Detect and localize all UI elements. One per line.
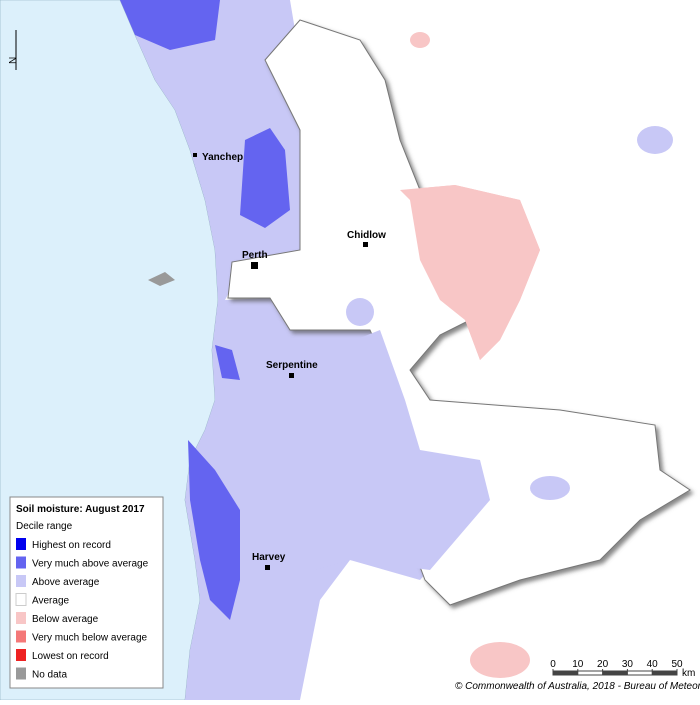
legend-swatch: [16, 649, 26, 661]
place-label: Yanchep: [202, 152, 243, 163]
places: Yanchep Chidlow Perth Serpentine Harvey: [193, 152, 386, 570]
place-marker: [265, 565, 270, 570]
above-average-area: [530, 476, 570, 500]
scale-tick-label: 10: [572, 659, 584, 670]
legend-swatch: [15, 593, 27, 606]
place-label: Perth: [242, 250, 268, 261]
legend-swatch: [16, 667, 26, 680]
scale-tick-label: 20: [597, 659, 609, 670]
scale-tick-label: 0: [550, 659, 556, 670]
legend-subtitle: Decile range: [16, 521, 73, 532]
legend-swatch: [16, 575, 26, 587]
place-label: Harvey: [252, 552, 286, 563]
legend-label: Highest on record: [32, 540, 111, 551]
scale-unit: km: [682, 668, 695, 679]
legend-label: Lowest on record: [32, 651, 109, 662]
copyright: © Commonwealth of Australia, 2018 - Bure…: [455, 681, 700, 692]
above-average-area: [637, 126, 673, 154]
legend-label: Below average: [32, 614, 99, 625]
legend-label: Above average: [32, 577, 100, 588]
place-marker: [251, 262, 258, 269]
scale-tick-label: 40: [647, 659, 659, 670]
legend-swatch: [16, 630, 26, 643]
below-average-area: [400, 185, 540, 360]
legend-title: Soil moisture: August 2017: [16, 504, 145, 515]
legend: Soil moisture: August 2017 Decile range …: [9, 496, 164, 689]
above-average-area: [300, 330, 490, 570]
place-label: Chidlow: [347, 230, 386, 241]
below-average-area: [410, 32, 430, 48]
legend-label: No data: [32, 670, 67, 681]
scale-bar-segment: [652, 671, 677, 675]
very-much-above-average-area: [120, 0, 290, 620]
scale-bar-segment: [553, 671, 578, 675]
legend-box: [9, 496, 164, 689]
legend-swatch: [16, 556, 26, 569]
place-marker: [363, 242, 368, 247]
legend-swatch: [16, 612, 26, 624]
legend-label: Very much above average: [32, 559, 149, 570]
legend-label: Very much below average: [32, 633, 148, 644]
above-average-area: [346, 298, 374, 326]
legend-swatch: [16, 538, 26, 550]
place-marker: [289, 373, 294, 378]
below-average-area: [470, 642, 530, 678]
scale-tick-label: 30: [622, 659, 634, 670]
place-label: Serpentine: [266, 360, 318, 371]
scale-tick-label: 50: [671, 659, 683, 670]
legend-label: Average: [32, 596, 70, 607]
no-data-area: [148, 272, 175, 286]
north-label: N: [8, 57, 19, 64]
scale-bar-segment: [602, 671, 628, 675]
place-marker: [193, 153, 197, 157]
